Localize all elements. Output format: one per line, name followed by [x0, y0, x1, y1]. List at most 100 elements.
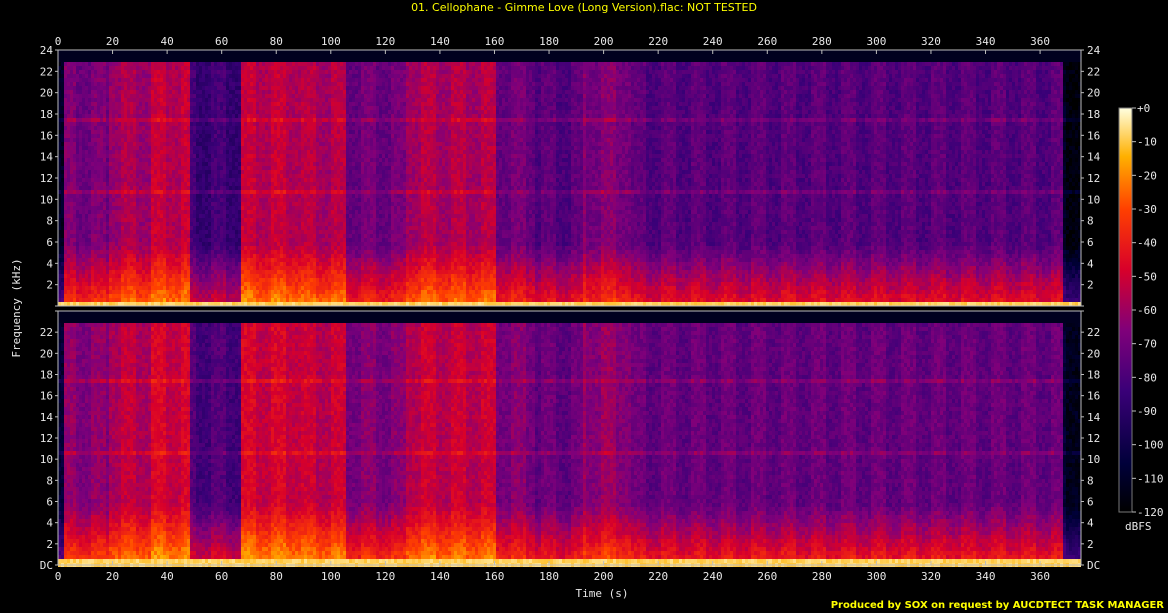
- x-tick-bottom: 0: [55, 570, 62, 583]
- x-tick-bottom: 160: [485, 570, 505, 583]
- y-tick-left: 18: [40, 369, 53, 382]
- colorbar-tick: -40: [1137, 237, 1157, 250]
- y-tick-left: DC: [40, 559, 53, 572]
- y-tick-right: 10: [1087, 453, 1100, 466]
- y-tick-right: 4: [1087, 517, 1094, 530]
- colorbar-tick: -120: [1137, 506, 1164, 519]
- y-axis-label: Frequency (kHz): [10, 258, 23, 357]
- y-tick-right: DC: [1087, 559, 1100, 572]
- y-tick-right: 12: [1087, 172, 1100, 185]
- y-tick-left: 14: [40, 151, 54, 164]
- colorbar-tick: -10: [1137, 136, 1157, 149]
- colorbar-tick: -30: [1137, 203, 1157, 216]
- x-tick-bottom: 140: [430, 570, 450, 583]
- window-title: 01. Cellophane - Gimme Love (Long Versio…: [0, 1, 1168, 14]
- y-tick-right: 16: [1087, 129, 1100, 142]
- colorbar-tick: -80: [1137, 371, 1157, 384]
- x-tick-bottom: 280: [812, 570, 832, 583]
- x-tick-bottom: 120: [375, 570, 395, 583]
- x-axis-label: Time (s): [576, 587, 629, 600]
- x-tick-bottom: 340: [976, 570, 996, 583]
- colorbar-tick: -50: [1137, 270, 1157, 283]
- y-tick-right: 24: [1087, 44, 1101, 57]
- x-tick-top: 300: [866, 35, 886, 48]
- y-tick-right: 4: [1087, 257, 1094, 270]
- y-tick-right: 16: [1087, 390, 1100, 403]
- colorbar-gradient: [1118, 107, 1133, 513]
- x-tick-top: 160: [485, 35, 505, 48]
- y-tick-left: 20: [40, 87, 53, 100]
- x-tick-bottom: 260: [757, 570, 777, 583]
- x-tick-top: 240: [703, 35, 723, 48]
- y-tick-left: 16: [40, 390, 53, 403]
- y-tick-left: 12: [40, 172, 53, 185]
- y-tick-left: 8: [46, 215, 53, 228]
- colorbar-tick: -110: [1137, 472, 1164, 485]
- y-tick-left: 22: [40, 65, 53, 78]
- colorbar-tick: -60: [1137, 304, 1157, 317]
- y-tick-left: 22: [40, 326, 53, 339]
- y-tick-left: 8: [46, 474, 53, 487]
- x-tick-bottom: 320: [921, 570, 941, 583]
- y-tick-left: 16: [40, 129, 53, 142]
- x-tick-top: 260: [757, 35, 777, 48]
- x-tick-top: 340: [976, 35, 996, 48]
- x-tick-top: 60: [215, 35, 228, 48]
- colorbar-tick: -90: [1137, 405, 1157, 418]
- colorbar-tick: -100: [1137, 439, 1164, 452]
- y-tick-right: 22: [1087, 65, 1100, 78]
- y-tick-right: 22: [1087, 326, 1100, 339]
- y-tick-right: 6: [1087, 236, 1094, 249]
- x-tick-bottom: 60: [215, 570, 228, 583]
- x-tick-top: 280: [812, 35, 832, 48]
- x-tick-top: 120: [375, 35, 395, 48]
- x-tick-top: 0: [55, 35, 62, 48]
- y-tick-left: 2: [46, 538, 53, 551]
- x-tick-top: 100: [321, 35, 341, 48]
- x-tick-top: 140: [430, 35, 450, 48]
- y-tick-right: 8: [1087, 474, 1094, 487]
- y-tick-left: 24: [40, 44, 54, 57]
- y-tick-left: 10: [40, 453, 53, 466]
- x-tick-top: 20: [106, 35, 119, 48]
- y-tick-right: 6: [1087, 496, 1094, 509]
- x-tick-top: 200: [594, 35, 614, 48]
- x-tick-bottom: 100: [321, 570, 341, 583]
- y-tick-right: 14: [1087, 411, 1101, 424]
- channel-1-spectrum: [57, 49, 1082, 307]
- x-tick-bottom: 180: [539, 570, 559, 583]
- colorbar-tick: -20: [1137, 169, 1157, 182]
- channel-2-spectrum: [57, 310, 1082, 567]
- x-tick-bottom: 200: [594, 570, 614, 583]
- y-tick-left: 18: [40, 108, 53, 121]
- x-tick-bottom: 360: [1030, 570, 1050, 583]
- x-tick-top: 40: [160, 35, 173, 48]
- y-tick-left: 4: [46, 517, 53, 530]
- x-tick-bottom: 80: [270, 570, 283, 583]
- y-tick-right: 10: [1087, 193, 1100, 206]
- y-tick-right: 2: [1087, 538, 1094, 551]
- y-tick-left: 14: [40, 411, 54, 424]
- y-tick-right: 18: [1087, 369, 1100, 382]
- y-tick-left: 6: [46, 496, 53, 509]
- y-tick-right: 20: [1087, 347, 1100, 360]
- y-tick-right: 18: [1087, 108, 1100, 121]
- y-tick-left: 6: [46, 236, 53, 249]
- x-tick-top: 180: [539, 35, 559, 48]
- y-tick-left: 10: [40, 193, 53, 206]
- colorbar-unit: dBFS: [1125, 520, 1152, 533]
- x-tick-bottom: 220: [648, 570, 668, 583]
- colorbar: +0 -10 -20 -30 -40 -50 -60 -70 -80 -90 -100 -110 -12…: [1118, 102, 1164, 533]
- y-tick-right: 8: [1087, 215, 1094, 228]
- colorbar-tick: -70: [1137, 338, 1157, 351]
- footer-credit: Produced by SOX on request by AUCDTECT T…: [831, 600, 1164, 611]
- x-tick-top: 80: [270, 35, 283, 48]
- y-tick-left: 20: [40, 347, 53, 360]
- x-tick-bottom: 20: [106, 570, 119, 583]
- y-tick-left: 12: [40, 432, 53, 445]
- x-tick-top: 220: [648, 35, 668, 48]
- y-tick-right: 12: [1087, 432, 1100, 445]
- y-tick-right: 14: [1087, 151, 1101, 164]
- y-tick-left: 4: [46, 257, 53, 270]
